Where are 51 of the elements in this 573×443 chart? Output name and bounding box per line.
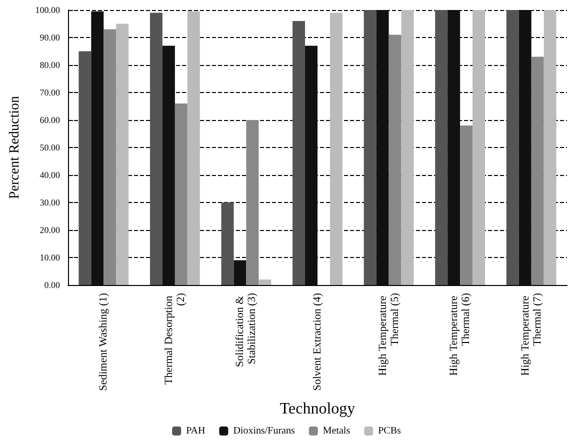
bar <box>388 34 402 285</box>
bar <box>104 29 116 285</box>
bar <box>544 10 556 285</box>
y-tick-label: 20.00 <box>40 225 60 235</box>
bar <box>187 11 200 285</box>
bar <box>472 10 486 285</box>
bar <box>246 120 259 285</box>
y-tick-label: 60.00 <box>40 115 60 125</box>
bar <box>364 10 376 285</box>
y-tick-label: 10.00 <box>40 252 60 262</box>
x-tick-label: High Temperature Thermal (6) <box>448 292 472 376</box>
bar <box>401 10 414 285</box>
bar <box>305 46 318 285</box>
legend-label: Metals <box>322 426 350 436</box>
bar <box>221 202 234 285</box>
x-tick-label: Thermal Desorption (2) <box>162 292 187 385</box>
y-axis-title: Percent Reduction <box>8 96 22 200</box>
legend-label: Dioxins/Furans <box>233 426 295 436</box>
legend-label: PAH <box>186 426 206 436</box>
y-tick-label: 40.00 <box>40 170 60 180</box>
y-tick-label: 70.00 <box>40 88 60 98</box>
bar <box>376 10 389 285</box>
y-tick-label: 50.00 <box>40 142 60 152</box>
x-tick-label: High Temperature Thermal (7) <box>519 292 544 376</box>
x-tick-label: Solvent Extraction (4) <box>312 292 324 391</box>
x-tick-label: Sediment Washing (1) <box>98 292 110 391</box>
bar <box>174 104 188 285</box>
bar <box>258 280 272 285</box>
x-tick-label: Solidification & Stabilization (3) <box>234 292 258 367</box>
bar <box>91 11 104 285</box>
bar <box>234 260 246 285</box>
x-tick-label: High Temperature Thermal (5) <box>376 292 401 376</box>
y-tick-label: 100.00 <box>35 5 60 15</box>
bar <box>448 10 460 285</box>
y-tick-label: 0.00 <box>44 280 60 290</box>
bar <box>150 12 162 285</box>
x-axis-title: Technology <box>280 400 356 418</box>
bar <box>460 126 473 285</box>
y-tick-label: 30.00 <box>40 198 60 208</box>
bar <box>292 21 306 285</box>
legend-label: PCBs <box>378 426 401 436</box>
y-tick-label: 80.00 <box>40 60 60 70</box>
bar <box>162 46 175 285</box>
bar <box>78 51 92 285</box>
bar <box>435 10 448 285</box>
bar <box>330 12 342 285</box>
bar <box>531 56 544 285</box>
bar <box>518 10 532 285</box>
bar <box>116 24 129 285</box>
y-tick-label: 90.00 <box>40 32 60 42</box>
bar <box>506 10 519 285</box>
